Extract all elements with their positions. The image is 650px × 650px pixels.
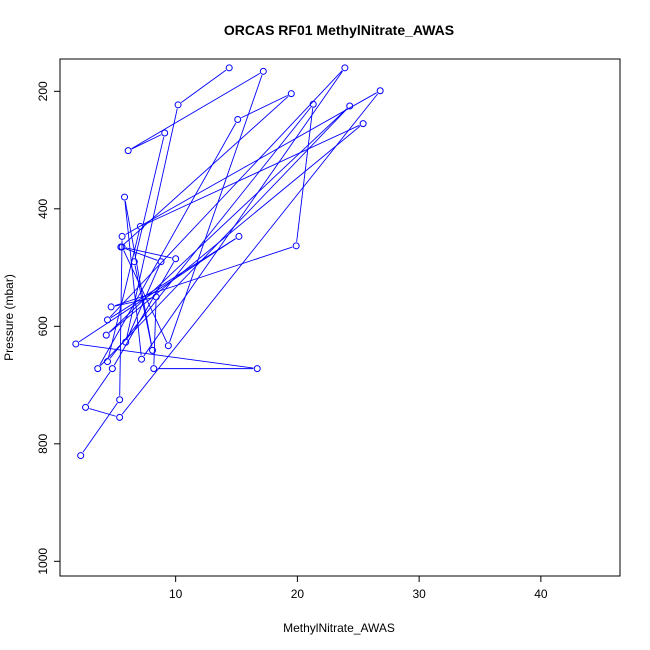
data-point: [107, 303, 115, 311]
series-segment: [87, 371, 111, 405]
series-segment: [121, 93, 379, 415]
data-point: [118, 232, 126, 240]
series-segment: [109, 70, 343, 318]
data-point: [253, 365, 261, 373]
series-segment: [78, 238, 236, 343]
data-point: [116, 396, 124, 404]
y-tick-label: 1000: [36, 548, 50, 575]
x-tick-label: 30: [412, 587, 426, 601]
data-point: [136, 222, 144, 230]
series-segment: [113, 261, 175, 366]
data-point: [341, 64, 349, 72]
data-point: [102, 331, 110, 339]
data-point: [82, 403, 90, 411]
data-point: [346, 102, 354, 110]
data-point: [122, 338, 130, 346]
series-segment: [134, 136, 165, 258]
data-point: [103, 358, 111, 366]
series-segment: [124, 247, 158, 261]
data-point: [103, 316, 111, 324]
data-point: [149, 346, 157, 354]
y-tick-label: 200: [36, 81, 50, 101]
series-segment: [169, 74, 263, 343]
series-segment: [241, 94, 288, 119]
data-point: [235, 232, 243, 240]
data-point: [309, 100, 317, 108]
data-point: [161, 129, 169, 137]
series-segment: [125, 92, 377, 235]
data-point: [108, 365, 116, 373]
plot-area: [72, 64, 384, 460]
series-segment: [181, 69, 227, 103]
data-point: [116, 413, 124, 421]
series-segment: [123, 96, 289, 245]
data-point: [152, 293, 160, 301]
series-segment: [125, 247, 172, 259]
series-segment: [89, 408, 116, 417]
series-segment: [119, 240, 123, 396]
series-segment: [124, 200, 153, 347]
series-segment: [143, 124, 360, 226]
series-segment: [126, 108, 178, 339]
y-axis-label: Pressure (mbar): [2, 274, 16, 361]
x-tick-label: 40: [534, 587, 548, 601]
data-point: [130, 258, 138, 266]
series-segment: [110, 238, 236, 319]
y-axis: 200 400 600 800 1000: [36, 81, 60, 575]
y-tick-label: 600: [36, 316, 50, 336]
series-segment: [124, 200, 142, 356]
y-tick-label: 800: [36, 433, 50, 453]
data-point: [121, 193, 129, 201]
data-point: [234, 116, 242, 124]
series-segment: [114, 246, 293, 307]
data-point: [72, 340, 80, 348]
data-point: [376, 87, 384, 95]
x-tick-label: 10: [169, 587, 183, 601]
x-axis: 10 20 30 40: [169, 576, 548, 601]
data-point: [259, 67, 267, 75]
data-point: [292, 242, 300, 250]
data-point: [172, 255, 180, 263]
data-point: [117, 243, 125, 251]
y-tick-label: 400: [36, 198, 50, 218]
chart-title: ORCAS RF01 MethylNitrate_AWAS: [224, 22, 454, 38]
plot-frame: [59, 58, 621, 577]
series-segment: [296, 108, 314, 242]
x-axis-label: MethylNitrate_AWAS: [283, 621, 395, 635]
data-point: [359, 120, 367, 128]
series-segment: [109, 125, 361, 333]
series-segment: [143, 70, 343, 357]
data-point: [287, 90, 295, 98]
data-point: [77, 452, 85, 460]
series-segment: [126, 265, 160, 339]
series-segment: [108, 108, 348, 333]
data-point: [225, 64, 233, 72]
series-segment: [82, 402, 118, 453]
data-point: [157, 258, 165, 266]
data-point: [94, 365, 102, 373]
series-segment: [100, 108, 348, 367]
x-tick-label: 20: [291, 587, 305, 601]
data-point: [150, 365, 158, 373]
series-segment: [131, 72, 261, 150]
data-point: [174, 101, 182, 109]
data-point: [138, 355, 146, 363]
series-segment: [153, 300, 157, 365]
series-segment: [99, 122, 237, 366]
series-segment: [131, 134, 162, 150]
data-point: [124, 147, 132, 155]
data-point: [164, 342, 172, 350]
series-segment: [109, 107, 312, 359]
